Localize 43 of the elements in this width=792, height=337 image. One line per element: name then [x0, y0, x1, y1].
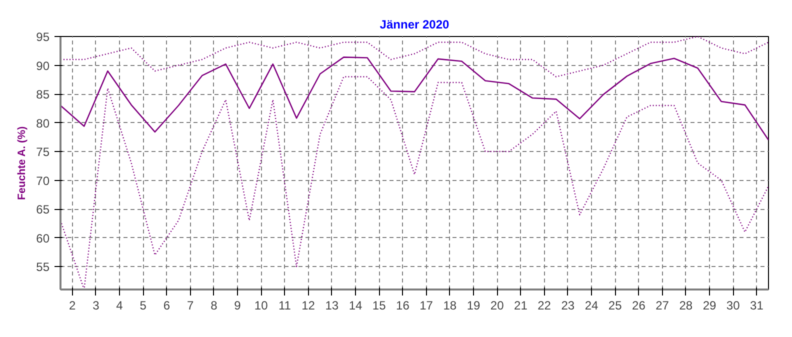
line-series: [60, 36, 768, 78]
x-tick-label: 31: [750, 298, 764, 312]
y-tick-label: 55: [36, 260, 50, 274]
x-tick-label: 22: [538, 298, 552, 312]
y-tick-label: 90: [36, 58, 50, 73]
x-tick-label: 16: [396, 298, 410, 312]
x-tick-label: 5: [140, 298, 147, 312]
x-tick-label: 29: [702, 298, 716, 312]
x-tick-label: 23: [561, 298, 575, 312]
x-tick-label: 10: [254, 298, 268, 312]
y-tick-label: 60: [36, 231, 50, 246]
x-tick-label: 9: [234, 298, 242, 312]
y-tick-label: 65: [36, 202, 50, 216]
x-tick-label: 21: [514, 298, 528, 312]
x-tick-label: 4: [116, 298, 124, 312]
x-tick-label: 25: [608, 298, 622, 312]
x-tick-label: 6: [163, 298, 170, 312]
x-tick-label: 15: [372, 298, 386, 312]
chart-title: Jänner 2020: [380, 18, 450, 32]
x-tick-label: 7: [186, 298, 194, 312]
x-tick-label: 12: [302, 298, 316, 312]
x-tick-label: 26: [632, 298, 646, 312]
y-tick-label: 85: [36, 88, 50, 102]
y-tick-label: 80: [36, 116, 50, 130]
x-tick-label: 24: [584, 298, 598, 312]
x-tick-label: 27: [656, 298, 670, 312]
x-tick-label: 19: [466, 298, 480, 312]
x-tick-label: 3: [92, 298, 100, 312]
line-series: [60, 56, 768, 141]
y-tick-label: 95: [36, 30, 50, 44]
y-tick-label: 70: [36, 174, 50, 188]
x-tick-label: 2: [68, 298, 76, 312]
x-tick-label: 14: [348, 298, 362, 312]
x-tick-label: 20: [490, 298, 504, 312]
x-tick-label: 28: [679, 298, 693, 312]
y-tick-label: 75: [36, 145, 50, 159]
x-tick-label: 30: [726, 298, 740, 312]
y-axis-title: Feuchte A. (%): [16, 126, 28, 200]
x-tick-label: 11: [278, 298, 292, 312]
x-tick-label: 13: [325, 298, 339, 312]
x-tick-label: 8: [210, 298, 218, 312]
x-tick-label: 17: [420, 298, 434, 312]
x-tick-label: 18: [443, 298, 457, 312]
